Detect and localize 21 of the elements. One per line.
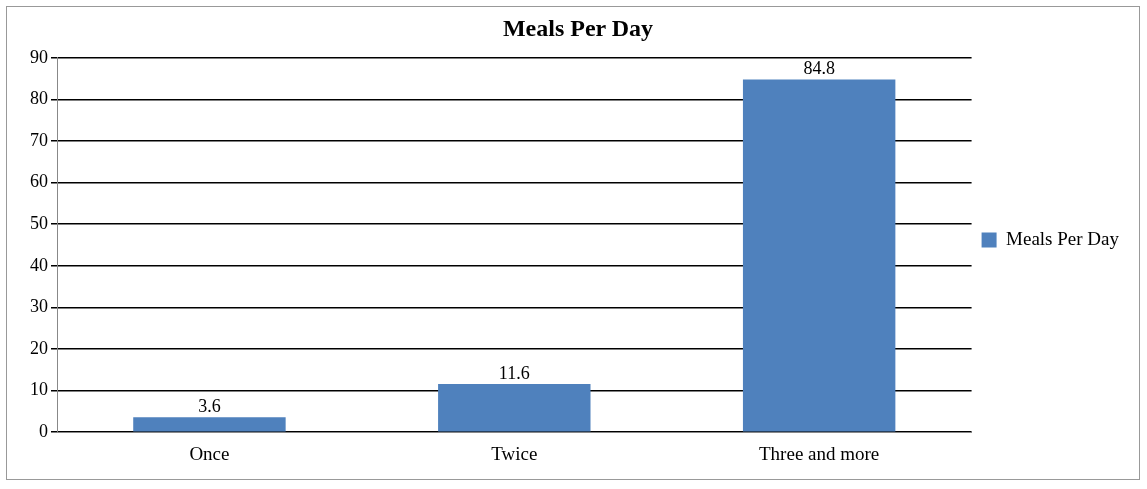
y-tick-label: 90 — [30, 46, 48, 67]
y-tick-label: 40 — [30, 254, 48, 275]
data-label: 11.6 — [498, 362, 530, 383]
data-label: 3.6 — [198, 395, 221, 416]
chart-title: Meals Per Day — [502, 14, 654, 41]
y-tick-label: 70 — [30, 129, 48, 150]
y-tick-label: 20 — [30, 337, 48, 358]
legend-label: Meals Per Day — [1006, 227, 1120, 249]
y-tick-label: 60 — [30, 171, 48, 192]
y-tick-label: 0 — [39, 420, 48, 441]
bar — [133, 417, 286, 432]
y-tick-label: 30 — [30, 296, 48, 317]
data-label: 84.8 — [803, 58, 835, 79]
bar — [438, 383, 591, 432]
y-tick-label: 50 — [30, 212, 48, 233]
y-tick-label: 10 — [30, 379, 48, 400]
y-tick-label: 80 — [30, 88, 48, 109]
x-tick-label: Three and more — [759, 442, 880, 464]
x-tick-label: Twice — [491, 442, 538, 464]
x-tick-label: Once — [189, 442, 230, 464]
bar — [742, 79, 896, 432]
